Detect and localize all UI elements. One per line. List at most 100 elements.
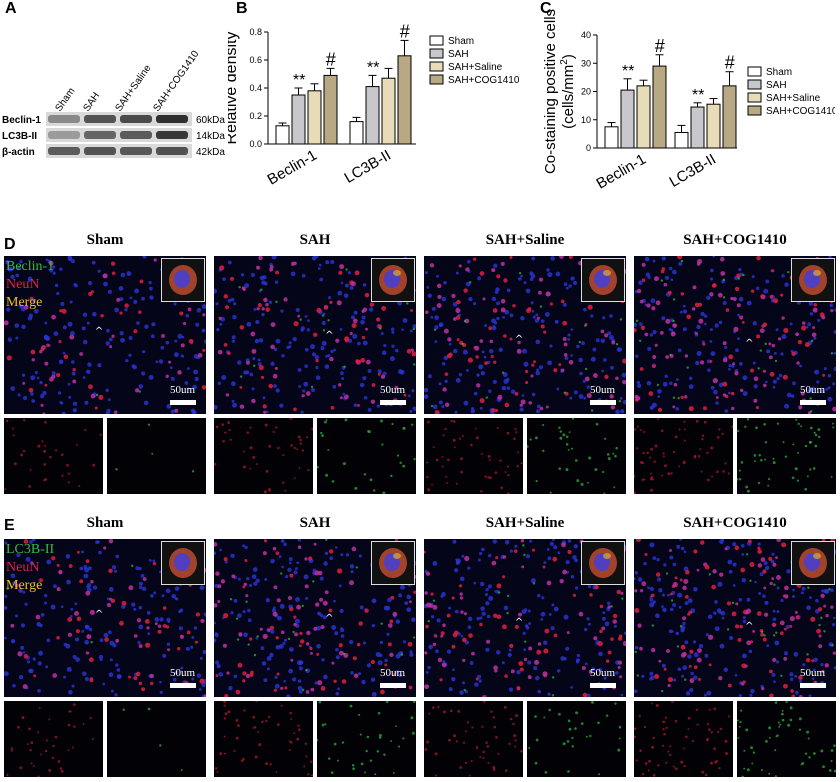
- nucleus: [832, 616, 836, 620]
- nucleus: [519, 407, 524, 412]
- nucleus: [288, 668, 293, 674]
- neuron: [779, 620, 785, 626]
- panel-e-arrowhead-icon: ^: [94, 609, 104, 620]
- channel-dot: [580, 482, 584, 486]
- channel-dot: [649, 472, 652, 475]
- neuron: [305, 642, 310, 646]
- neuron: [479, 622, 483, 627]
- nucleus: [335, 655, 340, 660]
- nucleus: [462, 681, 466, 685]
- channel-dot: [566, 740, 570, 743]
- nucleus: [737, 337, 741, 341]
- neuron: [644, 332, 649, 337]
- nucleus: [635, 354, 639, 358]
- nucleus: [540, 617, 544, 621]
- nucleus: [713, 611, 717, 615]
- channel-dot: [325, 473, 329, 477]
- neuron: [783, 327, 789, 334]
- neuron: [365, 327, 368, 331]
- marker-dot: [532, 582, 536, 585]
- neuron: [780, 631, 784, 636]
- nucleus: [298, 385, 302, 388]
- channel-dot: [800, 425, 803, 428]
- neuron: [526, 308, 531, 314]
- channel-dot: [115, 468, 118, 471]
- marker-dot: [229, 598, 233, 601]
- nucleus: [728, 367, 731, 371]
- neuron: [619, 675, 623, 679]
- nucleus: [424, 394, 429, 399]
- nucleus: [655, 613, 660, 619]
- marker-dot: [763, 634, 766, 637]
- neuron: [293, 622, 297, 627]
- channel-dot: [297, 724, 300, 727]
- nucleus: [530, 301, 534, 305]
- marker-dot: [412, 636, 416, 639]
- nucleus: [463, 400, 469, 406]
- channel-dot: [565, 443, 569, 446]
- channel-dot: [84, 428, 87, 432]
- nucleus: [273, 384, 277, 388]
- nucleus: [106, 408, 111, 414]
- channel-dot: [809, 440, 812, 444]
- neuron: [639, 589, 644, 593]
- nucleus: [428, 644, 433, 650]
- channel-dot: [352, 767, 355, 771]
- neuron: [274, 366, 278, 370]
- panel-e-scale-bar: [380, 683, 406, 688]
- nucleus: [266, 655, 272, 661]
- neuron: [272, 611, 278, 617]
- channel-dot: [602, 470, 605, 474]
- nucleus: [524, 624, 529, 628]
- neuron: [261, 307, 265, 311]
- neuron: [424, 651, 428, 655]
- channel-background: [634, 701, 733, 777]
- marker-dot: [463, 688, 466, 692]
- neuron: [688, 406, 694, 412]
- nucleus: [583, 627, 588, 632]
- neuron: [504, 402, 510, 408]
- neuron: [527, 675, 532, 680]
- nucleus: [341, 377, 345, 381]
- nucleus: [792, 588, 795, 592]
- neuron: [715, 396, 719, 399]
- neuron: [486, 639, 491, 644]
- channel-dot: [647, 769, 650, 772]
- nucleus: [827, 374, 832, 378]
- nucleus: [190, 645, 194, 649]
- channel-dot: [402, 737, 405, 740]
- nucleus: [765, 279, 770, 284]
- neuron: [313, 542, 317, 546]
- channel-dot: [813, 752, 816, 755]
- channel-dot: [21, 716, 25, 720]
- marker-dot: [774, 359, 778, 363]
- channel-dot: [45, 739, 48, 742]
- nucleus: [443, 355, 449, 361]
- nucleus: [270, 629, 275, 634]
- channel-dot: [341, 741, 345, 744]
- neuron: [553, 368, 558, 373]
- nucleus: [452, 302, 458, 307]
- channel-dot: [304, 742, 308, 746]
- nucleus: [264, 281, 268, 286]
- nucleus: [503, 379, 509, 385]
- channel-dot: [411, 731, 415, 735]
- channel-dot: [373, 489, 376, 492]
- nucleus: [34, 370, 38, 375]
- channel-dot: [650, 488, 654, 492]
- channel-dot: [724, 462, 727, 465]
- nucleus: [813, 657, 818, 663]
- nucleus: [802, 663, 806, 667]
- nucleus: [553, 606, 559, 612]
- neuron: [72, 367, 76, 372]
- neuron: [217, 584, 222, 589]
- channel-dot: [558, 712, 561, 716]
- nucleus: [537, 689, 541, 694]
- channel-dot: [754, 460, 756, 463]
- legend-swatch: [747, 66, 762, 77]
- nucleus: [191, 636, 195, 640]
- nucleus: [649, 671, 654, 676]
- nucleus: [570, 354, 573, 357]
- channel-dot: [746, 489, 750, 493]
